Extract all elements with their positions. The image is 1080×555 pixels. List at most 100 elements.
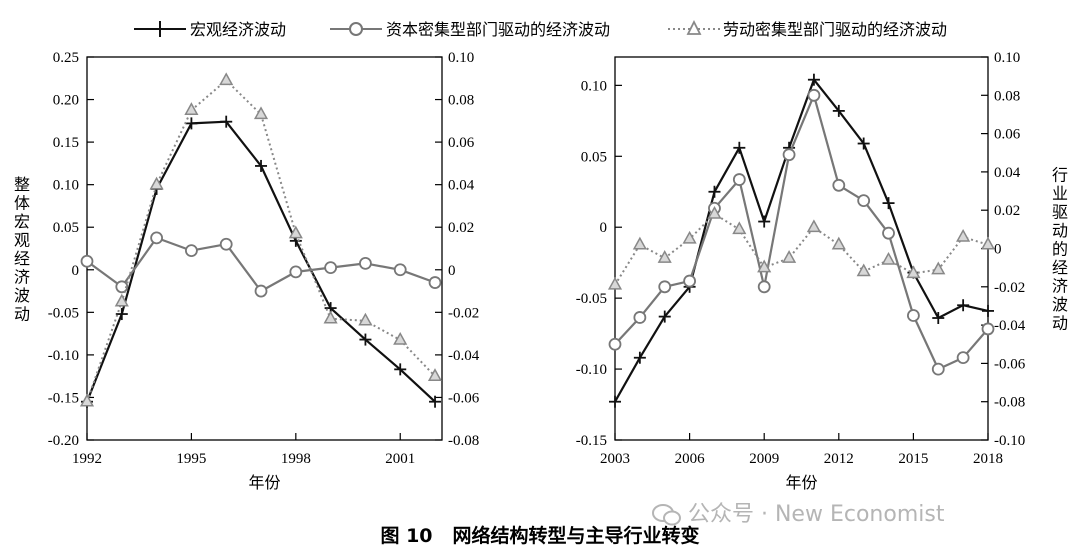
marker-macro <box>220 115 233 128</box>
marker-capital <box>732 173 746 186</box>
y-right-tick-label: -0.04 <box>994 318 1026 334</box>
marker-labor <box>657 250 672 263</box>
marker-macro <box>255 159 268 172</box>
marker-capital <box>757 280 771 294</box>
y-right-tick-label: 0.06 <box>994 127 1021 143</box>
series-line-labor <box>614 213 989 286</box>
y-left-tick-label: -0.20 <box>48 433 79 449</box>
y-axis-label-char: 经 <box>14 249 30 268</box>
marker-labor <box>219 72 234 86</box>
marker-labor <box>184 102 199 115</box>
marker-labor <box>607 276 623 290</box>
y-axis-label-char: 观 <box>14 230 30 249</box>
y-right-tick-label: 0.08 <box>994 88 1020 104</box>
y-left-tick-label: 0.05 <box>581 149 607 165</box>
marker-macro <box>957 299 970 312</box>
y-axis-label-char: 体 <box>14 193 30 212</box>
marker-macro <box>708 185 721 198</box>
y-axis-label-char: 波 <box>14 286 30 305</box>
marker-labor <box>79 393 95 407</box>
x-tick-label: 2012 <box>824 451 854 467</box>
y-axis-label-char: 驱 <box>1052 203 1068 222</box>
marker-macro <box>359 333 372 346</box>
marker-macro <box>609 395 621 408</box>
marker-capital <box>608 337 622 351</box>
marker-capital <box>80 254 94 268</box>
marker-capital <box>115 280 129 294</box>
y-right-tick-label: 0.06 <box>448 135 475 151</box>
y-axis-label-char: 业 <box>1052 184 1068 203</box>
marker-capital <box>324 261 338 275</box>
legend-label-capital: 资本密集型部门驱动的经济波动 <box>386 20 610 39</box>
y-axis-label: 整体宏观经济波动 <box>14 175 30 324</box>
y-axis-label-char: 动 <box>1052 314 1068 333</box>
y-axis-label-char: 济 <box>1052 277 1068 296</box>
marker-labor <box>632 236 647 250</box>
marker-labor <box>980 236 996 250</box>
y-right-tick-label: -0.02 <box>994 280 1025 296</box>
y-axis-label-char: 经 <box>1052 258 1068 277</box>
y-left-tick-label: 0.10 <box>581 78 607 94</box>
y-axis-label-char: 行 <box>1052 166 1068 185</box>
marker-labor <box>782 250 797 263</box>
x-tick-label: 1998 <box>281 451 311 467</box>
y-right-tick-label: -0.08 <box>994 395 1025 411</box>
y-right-tick-label: 0.10 <box>448 50 474 66</box>
y-left-tick-label: -0.05 <box>48 305 79 321</box>
marker-macro <box>733 141 746 154</box>
marker-capital <box>956 351 970 365</box>
marker-labor <box>757 259 772 273</box>
marker-capital <box>981 322 995 336</box>
legend-label-macro: 宏观经济波动 <box>190 20 286 39</box>
marker-macro <box>633 351 646 364</box>
plot-frame <box>86 56 443 441</box>
marker-capital <box>931 362 945 376</box>
legend-item-labor: 劳动密集型部门驱动的经济波动 <box>668 19 947 39</box>
legend-item-capital: 资本密集型部门驱动的经济波动 <box>330 20 610 39</box>
marker-labor <box>856 263 871 277</box>
chart-right: 2003 2006 2009 2012 2015 2018 0.10 0.05 0 -0.05 -0… <box>576 50 1068 492</box>
y-right-tick-label: 0 <box>994 242 1002 258</box>
wechat-icon <box>652 504 681 526</box>
marker-macro <box>758 215 771 228</box>
y-right-tick-label: 0.04 <box>994 165 1021 181</box>
marker-capital <box>683 274 696 288</box>
y-axis-label-char: 动 <box>14 304 30 323</box>
marker-labor <box>831 236 846 250</box>
marker-macro <box>394 363 407 376</box>
watermark: 公众号 · New Economist <box>652 496 944 528</box>
y-right-tick-label: -0.06 <box>994 356 1026 372</box>
figure-caption: 图 10 网络结构转型与主导行业转变 <box>0 521 1080 548</box>
marker-capital <box>882 226 895 240</box>
caption-title: 网络结构转型与主导行业转变 <box>452 525 700 547</box>
marker-macro <box>857 137 870 150</box>
marker-labor <box>393 331 408 345</box>
marker-capital <box>782 148 796 162</box>
y-left-tick-label: 0.05 <box>53 220 79 236</box>
x-tick-label: 2015 <box>898 451 928 467</box>
marker-labor <box>931 261 946 275</box>
marker-capital <box>832 178 846 192</box>
y-left-tick-label: 0.25 <box>53 50 79 66</box>
marker-capital <box>658 280 672 294</box>
y-right-tick-label: 0.02 <box>994 203 1020 219</box>
y-axis-label-char: 宏 <box>14 212 30 231</box>
y-right-tick-label: 0.10 <box>994 50 1020 66</box>
marker-macro <box>832 104 845 117</box>
legend-item-macro: 宏观经济波动 <box>134 20 286 39</box>
series-line-capital <box>614 94 989 371</box>
y-right-tick-label: 0.04 <box>448 178 475 194</box>
marker-labor <box>358 312 373 326</box>
marker-capital <box>907 309 920 322</box>
marker-macro <box>882 197 895 210</box>
y-left-tick-label: -0.10 <box>576 362 607 378</box>
marker-macro <box>932 312 945 325</box>
series-line-capital <box>86 236 436 293</box>
x-tick-label: 1995 <box>176 451 206 467</box>
watermark-text: 公众号 · New Economist <box>688 502 945 527</box>
x-axis-label: 年份 <box>785 473 817 492</box>
marker-macro <box>429 395 442 408</box>
marker-capital <box>359 256 372 270</box>
y-left-tick-label: 0 <box>600 220 608 236</box>
